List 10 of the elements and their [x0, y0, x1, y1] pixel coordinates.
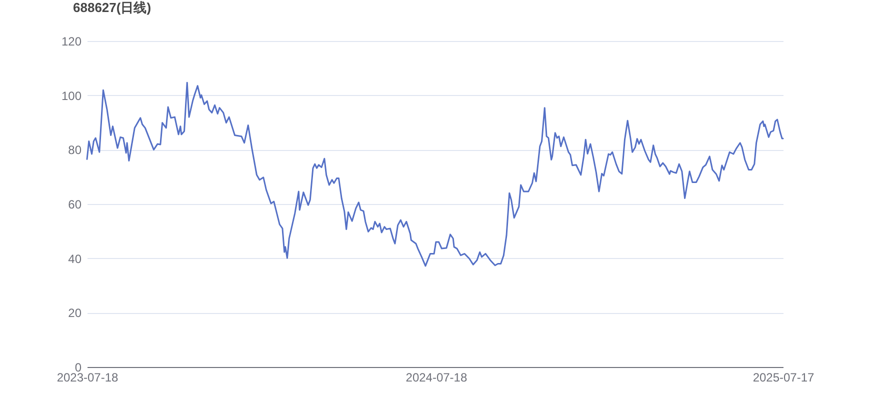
line-series: [86, 82, 784, 267]
chart-title: 688627(日线): [73, 0, 152, 15]
y-tick-label: 20: [68, 306, 82, 320]
x-tick-label: 2024-07-18: [406, 370, 468, 384]
y-tick-label: 120: [61, 34, 82, 48]
y-tick-label: 100: [61, 88, 82, 103]
y-tick-label: 80: [68, 143, 82, 158]
x-tick-label: 2025-07-17: [752, 370, 815, 384]
y-tick-label: 40: [68, 252, 82, 266]
y-tick-label: 60: [68, 198, 82, 212]
